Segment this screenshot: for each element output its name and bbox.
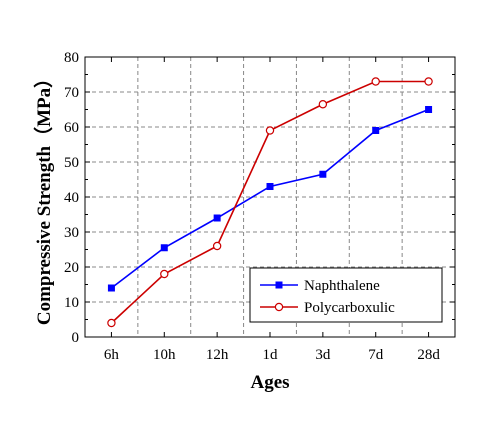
data-point-naphthalene [266,183,274,190]
x-axis-title: Ages [250,372,289,393]
y-tick-label: 20 [64,260,79,276]
series-naphthalene [107,106,433,292]
x-tick-label: 6h [104,347,120,363]
data-point-naphthalene [425,106,433,113]
x-tick-label: 3d [315,347,331,363]
legend-label-polycarboxulic: Polycarboxulic [304,300,395,316]
y-tick-label: 40 [64,190,79,206]
series-polycarboxulic [107,77,433,328]
series-layer [107,77,433,328]
axis-ticks: 0 10 20 30 40 50 60 70 80 6h 10h 12h 1d 3d 7d 28d [64,50,455,363]
y-tick-label: 60 [64,120,79,136]
x-tick-label: 12h [206,347,229,363]
y-tick-label: 70 [64,85,79,101]
data-point-naphthalene [107,284,115,292]
data-point-naphthalene [319,170,327,178]
legend: Naphthalene Polycarboxulic [249,267,443,323]
data-point-naphthalene [213,214,221,222]
data-point-polycarboxulic [265,126,275,135]
data-point-polycarboxulic [160,269,169,279]
y-tick-label: 30 [64,225,79,241]
series-line-naphthalene [110,108,429,289]
y-tick-label: 10 [64,295,79,311]
legend-label-naphthalene: Naphthalene [304,278,380,294]
data-point-polycarboxulic [318,100,328,109]
x-tick-label: 7d [368,347,384,363]
data-point-naphthalene [372,127,380,134]
data-point-polycarboxulic [371,77,380,86]
data-point-polycarboxulic [424,77,433,86]
legend-box [249,267,443,323]
y-tick-label: 80 [64,50,79,66]
x-tick-label: 28d [417,347,440,363]
x-tick-label: 1d [263,347,279,363]
legend-marker-polycarboxulic [274,302,284,312]
data-point-naphthalene [160,244,168,252]
data-point-polycarboxulic [107,318,116,328]
data-point-polycarboxulic [212,241,222,251]
y-tick-label: 0 [72,330,80,346]
legend-marker-naphthalene [275,281,283,289]
x-tick-label: 10h [153,347,176,363]
y-tick-label: 50 [64,155,79,171]
y-axis-title: Compressive Strength（MPa） [32,69,55,325]
